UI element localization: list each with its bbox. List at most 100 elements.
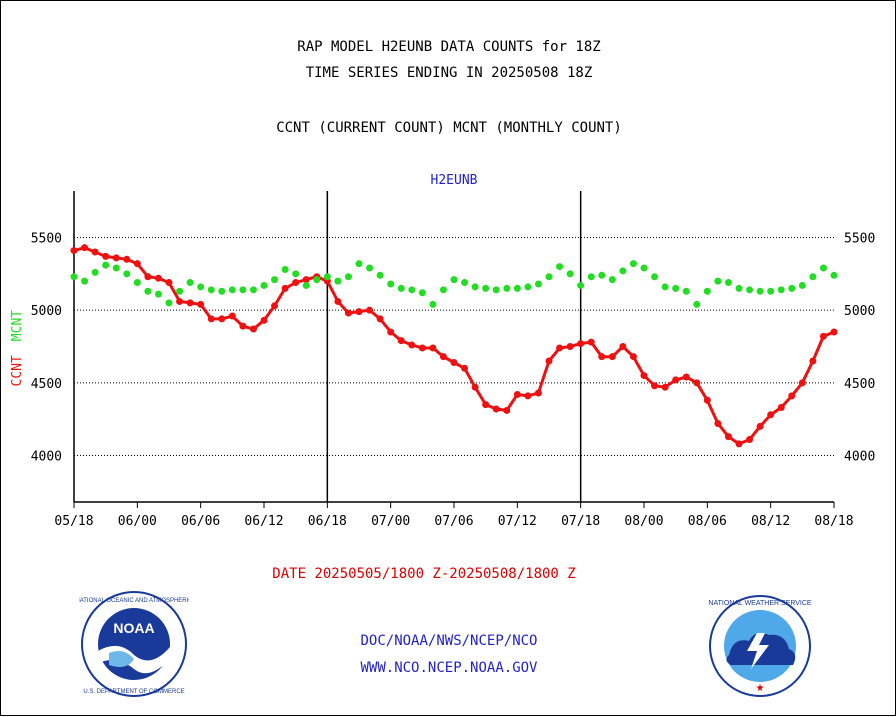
mcnt-point — [81, 277, 89, 285]
y-tick-label-right: 4000 — [844, 449, 875, 464]
noaa-logo-icon: NOAA NATIONAL OCEANIC AND ATMOSPHERIC U.… — [79, 591, 189, 697]
mcnt-point — [344, 273, 352, 281]
mcnt-point — [429, 300, 437, 308]
ccnt-point — [640, 372, 648, 380]
ccnt-point — [123, 255, 131, 263]
mcnt-point — [366, 264, 374, 272]
mcnt-point — [418, 289, 426, 297]
ccnt-point — [344, 309, 352, 317]
x-tick-label: 06/18 — [308, 514, 347, 529]
mcnt-point — [703, 287, 711, 295]
y-tick-label-left: 5000 — [31, 304, 62, 319]
mcnt-point — [640, 264, 648, 272]
mcnt-point — [186, 279, 194, 287]
ccnt-point — [70, 247, 78, 255]
y-tick-label-right: 5500 — [844, 232, 875, 247]
ccnt-point — [798, 379, 806, 387]
mcnt-point — [819, 264, 827, 272]
ccnt-point — [260, 316, 268, 324]
ccnt-point — [292, 279, 300, 287]
ccnt-point — [112, 254, 120, 262]
website-link[interactable]: WWW.NCO.NCEP.NOAA.GOV — [360, 660, 538, 676]
ccnt-point — [450, 358, 458, 366]
chart-title-line2: TIME SERIES ENDING IN 20250508 18Z — [305, 65, 593, 81]
y-axis-label-ccnt: CCNT — [10, 355, 25, 386]
ccnt-point — [577, 340, 585, 348]
ccnt-point — [197, 300, 205, 308]
mcnt-point — [281, 265, 289, 273]
y-tick-label-left: 5500 — [31, 232, 62, 247]
mcnt-point — [397, 284, 405, 292]
chart-subtitle: CCNT (CURRENT COUNT) MCNT (MONTHLY COUNT… — [276, 120, 622, 136]
ccnt-point — [809, 357, 817, 365]
ccnt-point — [724, 433, 732, 441]
chart-title-line1: RAP MODEL H2EUNB DATA COUNTS for 18Z — [297, 39, 601, 55]
ccnt-point — [492, 405, 500, 413]
mcnt-point — [735, 284, 743, 292]
ccnt-point — [746, 436, 754, 444]
ccnt-point — [228, 312, 236, 320]
ccnt-point — [281, 284, 289, 292]
mcnt-point — [133, 279, 141, 287]
ccnt-point — [408, 341, 416, 349]
x-tick-label: 07/18 — [561, 514, 600, 529]
mcnt-point — [809, 273, 817, 281]
mcnt-point — [439, 286, 447, 294]
ccnt-point — [239, 322, 247, 330]
mcnt-point — [598, 271, 606, 279]
nws-logo-icon: NATIONAL WEATHER SERVICE ★ — [708, 595, 812, 697]
mcnt-point — [492, 286, 500, 294]
mcnt-point — [197, 283, 205, 291]
ccnt-point — [682, 373, 690, 381]
mcnt-point — [334, 277, 342, 285]
ccnt-point — [334, 297, 342, 305]
ccnt-point — [418, 344, 426, 352]
mcnt-point — [682, 287, 690, 295]
mcnt-point — [619, 267, 627, 275]
ccnt-point — [513, 390, 521, 398]
mcnt-point — [608, 276, 616, 284]
mcnt-point — [323, 273, 331, 281]
y-tick-label-right: 4500 — [844, 377, 875, 392]
ccnt-point — [598, 353, 606, 361]
mcnt-point — [471, 283, 479, 291]
panel-title: H2EUNB — [431, 173, 478, 188]
x-tick-label: 07/00 — [371, 514, 410, 529]
mcnt-point — [629, 260, 637, 268]
mcnt-point — [651, 273, 659, 281]
ccnt-point — [777, 404, 785, 412]
ccnt-point — [767, 411, 775, 419]
ccnt-point — [756, 422, 764, 430]
mcnt-point — [239, 286, 247, 294]
mcnt-point — [70, 273, 78, 281]
ccnt-point — [830, 328, 838, 336]
mcnt-point — [355, 260, 363, 268]
mcnt-point — [545, 273, 553, 281]
ccnt-point — [556, 344, 564, 352]
mcnt-point — [513, 284, 521, 292]
ccnt-point — [566, 343, 574, 350]
mcnt-point — [218, 287, 226, 295]
ccnt-point — [524, 392, 532, 400]
y-axis-label-mcnt: MCNT — [10, 310, 25, 341]
mcnt-point — [577, 281, 585, 289]
ccnt-point — [366, 306, 374, 314]
ccnt-point — [81, 244, 89, 252]
org-path-link[interactable]: DOC/NOAA/NWS/NCEP/NCO — [360, 633, 538, 649]
mcnt-point — [123, 270, 131, 278]
mcnt-point — [693, 300, 701, 308]
mcnt-point — [534, 280, 542, 288]
x-tick-label: 08/18 — [814, 514, 853, 529]
ccnt-point — [608, 353, 616, 361]
mcnt-point — [798, 281, 806, 289]
ccnt-point — [144, 273, 152, 281]
ccnt-point — [534, 389, 542, 397]
mcnt-point — [228, 286, 236, 294]
mcnt-point — [165, 299, 173, 307]
ccnt-point — [619, 343, 627, 350]
mcnt-point — [207, 286, 215, 294]
mcnt-point — [714, 277, 722, 285]
mcnt-point — [302, 281, 310, 289]
ccnt-point — [672, 376, 680, 384]
